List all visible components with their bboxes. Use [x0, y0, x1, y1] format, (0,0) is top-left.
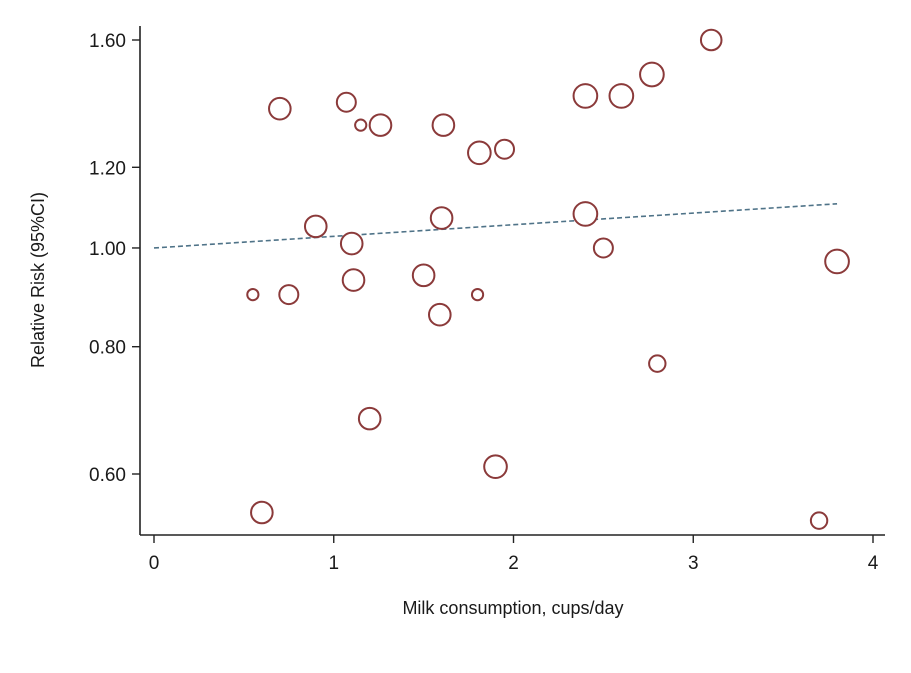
data-point: [483, 454, 508, 480]
y-tick-label: 1.20: [89, 158, 126, 179]
data-point: [639, 61, 665, 88]
y-ticks: 0.60 0.80 1.00 1.20 1.60: [89, 31, 140, 486]
data-point: [592, 237, 614, 259]
data-point: [368, 113, 393, 137]
x-tick-label: 3: [688, 553, 699, 574]
data-point: [467, 140, 492, 166]
x-tick-label: 4: [868, 553, 879, 574]
y-tick-label: 0.80: [89, 338, 126, 359]
x-tick-label: 2: [508, 553, 519, 574]
data-point: [699, 28, 723, 52]
data-point: [357, 406, 382, 431]
x-tick-label: 0: [149, 553, 160, 574]
data-point: [411, 263, 436, 288]
y-axis-title: Relative Risk (95%CI): [28, 192, 48, 368]
trend-line: [153, 202, 838, 249]
data-point: [648, 354, 667, 373]
data-point: [250, 500, 274, 525]
data-point: [824, 248, 850, 275]
data-point: [339, 231, 364, 256]
x-ticks: 0 1 2 3 4: [149, 535, 879, 574]
data-point: [246, 287, 260, 302]
y-tick-label: 1.00: [89, 239, 126, 260]
data-point: [431, 113, 456, 137]
data-point: [470, 287, 485, 302]
data-point: [354, 118, 368, 132]
data-point: [428, 302, 452, 327]
data-point: [268, 96, 292, 121]
data-point: [572, 83, 599, 109]
data-point: [494, 138, 516, 160]
data-point: [572, 201, 599, 227]
x-tick-label: 1: [328, 553, 339, 574]
x-axis-title: Milk consumption, cups/day: [402, 598, 623, 618]
axes: [139, 26, 885, 536]
data-point: [429, 206, 454, 230]
data-point: [341, 268, 366, 292]
y-tick-label: 1.60: [89, 31, 126, 52]
data-point: [303, 214, 328, 239]
data-point: [335, 91, 357, 113]
y-tick-label: 0.60: [89, 465, 126, 486]
data-point: [608, 83, 635, 109]
data-points: [246, 28, 850, 530]
data-point: [809, 511, 829, 530]
data-point: [278, 284, 300, 306]
